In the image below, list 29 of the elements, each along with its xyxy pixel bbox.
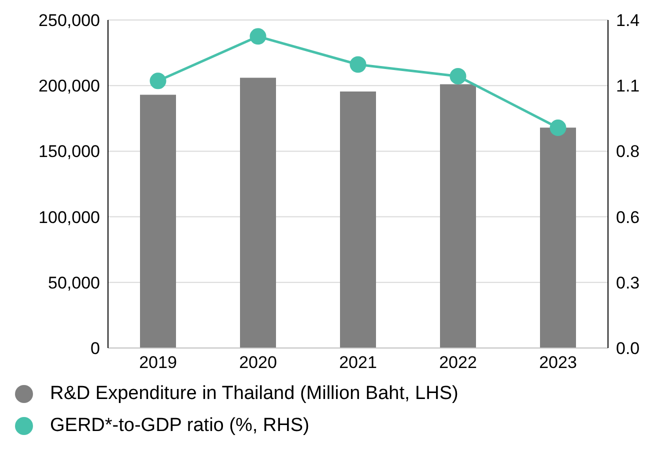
bar <box>540 128 576 348</box>
x-tick-label: 2019 <box>139 353 177 372</box>
y-tick-label: 250,000 <box>38 11 100 30</box>
y2-tick-label: 0.3 <box>616 273 640 292</box>
point <box>450 68 466 84</box>
y2-tick-label: 0.6 <box>616 208 640 227</box>
point <box>150 72 166 90</box>
legend-label: GERD*-to-GDP ratio (%, RHS) <box>50 415 310 437</box>
point <box>250 28 266 45</box>
y2-tick-label: 1.1 <box>616 76 640 96</box>
y-tick-label: 50,000 <box>48 273 100 292</box>
y-tick-label: 150,000 <box>38 142 100 162</box>
x-tick-label: 2021 <box>339 353 377 372</box>
x-tick-label: 2023 <box>539 353 577 372</box>
x-tick-label: 2020 <box>239 353 277 372</box>
bar <box>340 92 376 348</box>
y-tick-label: 200,000 <box>38 76 100 96</box>
point <box>350 56 366 73</box>
bar <box>440 84 476 348</box>
y2-tick-label: 0.8 <box>616 142 640 162</box>
y-tick-label: 0 <box>90 339 100 358</box>
y2-tick-label: 0.0 <box>616 339 640 358</box>
bar <box>240 78 276 348</box>
bar <box>140 94 176 348</box>
y2-tick-label: 1.4 <box>616 11 640 30</box>
y-tick-label: 100,000 <box>38 208 100 227</box>
legend-label: R&D Expenditure in Thailand (Million Baht, LHS) <box>50 383 458 405</box>
x-tick-label: 2022 <box>439 353 477 372</box>
point <box>550 120 566 136</box>
